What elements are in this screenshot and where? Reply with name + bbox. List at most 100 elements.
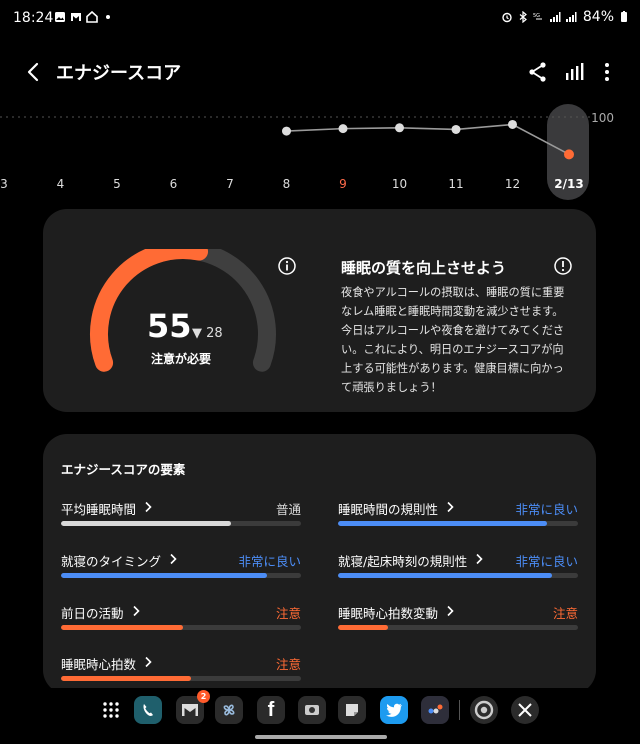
trend-day-label[interactable]: 7 xyxy=(226,177,234,191)
trend-line-svg xyxy=(0,116,590,160)
trend-point[interactable] xyxy=(564,149,574,160)
factor-level: 非常に良い xyxy=(515,502,578,517)
google-home-icon xyxy=(86,11,98,23)
status-bar: 18:24 5G 84% xyxy=(0,0,640,36)
trend-day-label[interactable]: 4 xyxy=(56,177,65,191)
5g-icon: 5G xyxy=(533,13,542,20)
notes-icon[interactable] xyxy=(338,696,366,724)
app-header: エナジースコア xyxy=(0,50,640,94)
factor-item[interactable]: 就寝のタイミング 非常に良い xyxy=(61,551,301,591)
trend-point[interactable] xyxy=(395,123,404,133)
chevron-right-icon xyxy=(476,553,483,565)
x-icon[interactable] xyxy=(511,696,539,724)
trend-day-label[interactable]: 6 xyxy=(169,177,178,191)
signal-icon xyxy=(549,12,561,22)
trend-point[interactable] xyxy=(508,119,517,129)
factor-bar-track xyxy=(61,676,301,681)
chevron-right-icon xyxy=(447,605,454,617)
trend-day-label[interactable]: 12 xyxy=(504,177,521,191)
factor-label: 睡眠時心拍数 xyxy=(61,657,137,672)
factor-item[interactable]: 就寝/起床時刻の規則性 非常に良い xyxy=(338,551,578,591)
score-factors-card: エナジースコアの要素 平均睡眠時間 普通 睡眠時間の規則性 非常に良い 就寝のタイミング… xyxy=(43,434,596,694)
factor-item[interactable]: 睡眠時心拍数変動 注意 xyxy=(338,603,578,643)
factor-label: 平均睡眠時間 xyxy=(61,502,137,517)
factor-bar-fill xyxy=(61,521,232,526)
factor-label: 睡眠時心拍数変動 xyxy=(338,606,439,621)
system-status: 5G 84% xyxy=(501,9,630,25)
pinwheel-icon[interactable] xyxy=(215,696,243,724)
tip-line: なレム睡眠と睡眠時間変動を減少させます。 xyxy=(341,305,564,318)
gmail-icon[interactable]: 2 xyxy=(176,690,210,724)
trend-point[interactable] xyxy=(282,126,291,136)
more-vert-icon[interactable] xyxy=(593,58,621,86)
factor-label: 就寝のタイミング xyxy=(61,554,162,569)
score-status: 注意が必要 xyxy=(151,352,212,366)
battery-icon xyxy=(621,11,627,22)
factor-label: 就寝/起床時刻の規則性 xyxy=(338,554,468,569)
chevron-right-icon xyxy=(145,656,152,668)
tip-body: 夜食やアルコールの摂取は、睡眠の質に重要 なレム睡眠と睡眠時間変動を減少させます… xyxy=(341,283,573,397)
tip-title: 睡眠の質を向上させよう xyxy=(341,259,507,277)
more-notifications-dot xyxy=(106,15,110,19)
chrome-icon[interactable] xyxy=(470,696,498,724)
trend-point[interactable] xyxy=(451,124,461,134)
gauge-fill xyxy=(90,249,209,372)
trend-day-label[interactable]: 11 xyxy=(448,177,464,191)
trend-day-label[interactable]: 5 xyxy=(113,177,121,191)
factor-label: 前日の活動 xyxy=(61,606,124,621)
factor-item[interactable]: 前日の活動 注意 xyxy=(61,603,301,643)
gmail-icon xyxy=(71,13,81,21)
camera-icon[interactable] xyxy=(298,696,326,724)
factor-bar-fill xyxy=(338,521,547,526)
chevron-right-icon xyxy=(170,553,177,565)
back-arrow-icon[interactable] xyxy=(20,58,48,86)
tip-line: 夜食やアルコールの摂取は、睡眠の質に重要 xyxy=(341,286,565,299)
info-icon[interactable] xyxy=(277,256,297,276)
factor-bar-track xyxy=(61,521,301,526)
energy-score-value: 55 xyxy=(147,307,192,345)
gallery-icon xyxy=(55,12,65,22)
phone-icon[interactable] xyxy=(134,696,162,724)
trend-max-label: 100 xyxy=(591,111,614,125)
bar-chart-icon[interactable] xyxy=(560,58,588,86)
factor-level: 非常に良い xyxy=(515,554,578,569)
home-gesture-bar[interactable] xyxy=(255,735,387,739)
trend-line xyxy=(286,123,570,156)
gmail-badge: 2 xyxy=(197,690,210,703)
trend-day-label[interactable]: 3 xyxy=(0,177,8,191)
factor-item[interactable]: 平均睡眠時間 普通 xyxy=(61,499,301,539)
energy-score-card[interactable]: 55 ▼ 28 注意が必要 睡眠の質を向上させよう 夜食やアルコールの摂取は、睡… xyxy=(43,209,596,412)
factor-level: 普通 xyxy=(275,502,301,517)
factor-bar-fill xyxy=(61,676,191,681)
factor-bar-track xyxy=(338,625,578,630)
battery-percent: 84% xyxy=(582,9,614,25)
apps-grid-icon[interactable] xyxy=(97,696,125,724)
facebook-icon[interactable]: f xyxy=(257,696,285,724)
tip-line: 上する可能性があります。健康目標に向かっ xyxy=(341,362,564,375)
bluetooth-icon xyxy=(519,11,527,23)
notification-icons xyxy=(54,11,110,23)
share-icon[interactable] xyxy=(524,58,552,86)
chevron-right-icon xyxy=(447,501,454,513)
svg-text:5G: 5G xyxy=(533,13,540,19)
trend-day-label[interactable]: 9 xyxy=(339,177,347,191)
trend-day-label[interactable]: 8 xyxy=(282,177,291,191)
factor-label: 睡眠時間の規則性 xyxy=(338,502,439,517)
factor-bar-fill xyxy=(338,625,389,630)
score-delta: ▼ 28 xyxy=(192,326,223,341)
tip-line: 今日はアルコールや夜食を避けてみてくださ xyxy=(341,324,565,337)
tip-line: い。これにより、明日のエナジースコアが向 xyxy=(341,343,564,356)
twitter-icon[interactable] xyxy=(380,696,408,724)
factor-bar-track xyxy=(61,573,301,578)
folder-icon[interactable] xyxy=(421,696,449,724)
factor-bar-track xyxy=(338,573,578,578)
alarm-icon xyxy=(502,12,512,23)
trend-day-label[interactable]: 10 xyxy=(391,177,408,191)
factor-level: 注意 xyxy=(275,606,301,621)
factor-item[interactable]: 睡眠時心拍数 注意 xyxy=(61,654,301,694)
alert-icon[interactable] xyxy=(553,256,573,276)
factor-bar-fill xyxy=(61,625,184,630)
factor-item[interactable]: 睡眠時間の規則性 非常に良い xyxy=(338,499,578,539)
trend-day-label[interactable]: 2/13 xyxy=(554,177,584,191)
trend-point[interactable] xyxy=(338,124,348,134)
